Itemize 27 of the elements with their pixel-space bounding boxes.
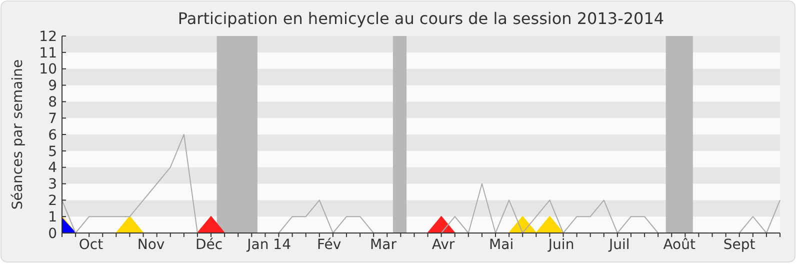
x-tick-label: Jan 14 bbox=[246, 237, 292, 253]
x-tick-label: Sept bbox=[723, 237, 756, 253]
y-axis-title: Séances par semaine bbox=[10, 59, 26, 210]
y-tick-label: 9 bbox=[48, 78, 57, 94]
x-tick-label: Mar bbox=[370, 237, 397, 253]
y-tick-label: 11 bbox=[39, 45, 57, 62]
x-tick-label: Fév bbox=[316, 237, 342, 253]
chart-title: Participation en hemicycle au cours de la session 2013-2014 bbox=[178, 9, 664, 28]
x-tick-label: Juil bbox=[608, 237, 630, 253]
x-tick-label: Déc bbox=[196, 237, 223, 253]
y-tick-label: 8 bbox=[48, 94, 57, 111]
y-tick-label: 2 bbox=[48, 193, 57, 210]
y-tick-label: 3 bbox=[48, 176, 57, 193]
x-tick-label: Oct bbox=[78, 237, 104, 253]
x-tick-label: Août bbox=[663, 237, 696, 253]
y-tick-label: 10 bbox=[39, 62, 57, 78]
y-tick-label: 6 bbox=[48, 127, 58, 144]
y-tick-label: 4 bbox=[48, 160, 58, 176]
x-tick-label: Avr bbox=[432, 237, 455, 253]
y-tick-label: 12 bbox=[39, 28, 57, 45]
y-tick-label: 7 bbox=[48, 110, 57, 127]
x-tick-label: Juin bbox=[547, 237, 574, 253]
x-tick-label: Mai bbox=[489, 237, 514, 253]
x-tick-label: Nov bbox=[137, 237, 165, 253]
y-tick-label: 1 bbox=[48, 209, 57, 226]
y-tick-label: 5 bbox=[48, 144, 57, 160]
y-tick-label: 0 bbox=[48, 226, 57, 242]
